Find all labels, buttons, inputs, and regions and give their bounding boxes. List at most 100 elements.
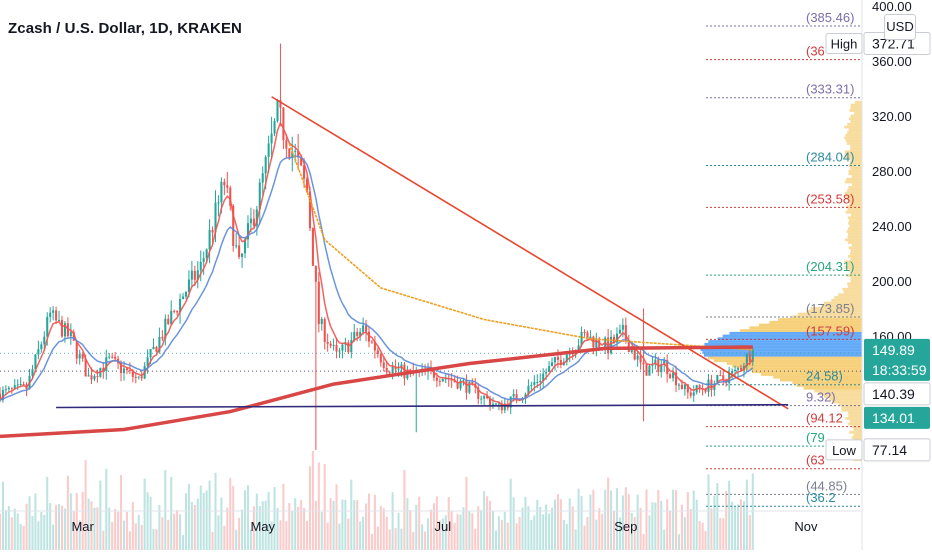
candle-body [58,319,61,321]
volume-bar [539,507,542,550]
candle-body [367,331,371,342]
profile-bin [700,348,862,352]
volume-bar [202,492,205,550]
candle-body [300,157,303,166]
profile-bin [845,210,862,214]
volume-bar [137,514,140,550]
volume-bar [246,485,250,550]
profile-bin [773,375,862,379]
candle-body [152,346,155,350]
volume-bar [60,505,64,550]
candle-body [75,340,78,359]
profile-bin [851,243,862,247]
candle-body [146,357,149,366]
profile-bin [849,252,862,255]
volume-bar [692,490,695,550]
ema_blue-line [0,155,754,401]
volume-bar [551,507,554,550]
profile-bin [831,298,862,302]
volume-bar [530,519,533,550]
profile-bin [848,117,862,121]
candle-body [648,365,651,376]
volume-bar [704,530,707,550]
volume-bar [170,476,173,550]
volume-bar [562,519,565,550]
candle-body [689,392,692,396]
candle-body [610,336,613,354]
volume-bar [181,535,185,550]
profile-bin [847,122,862,126]
time-axis[interactable]: Mar May Jul Sep Nov [0,510,862,534]
volume-bar [134,523,137,550]
profile-bin [841,406,862,409]
candle-body [677,384,681,386]
volume-bar [624,487,627,550]
volume-bar [486,496,489,550]
candle-body [285,140,288,149]
candle-body [202,258,205,262]
volume-bar [518,516,521,550]
profile-bin [848,219,862,222]
volume-bar [63,508,66,550]
volume-bar [669,511,672,550]
volume-bar [742,501,745,550]
volume-bar [415,504,418,550]
candle-body [308,191,311,229]
candle-body [639,355,642,363]
volume-bar [344,499,347,550]
candle-body [161,336,164,339]
volume-bar [102,530,105,550]
candle-body [40,344,43,350]
candle-body [736,367,740,370]
candle-body [267,143,270,157]
volume-bar [607,477,610,550]
volume-bar [731,501,734,550]
price-axis[interactable]: 400.00360.00320.00280.00240.00200.00160.… [861,0,932,550]
candle-body [235,245,238,247]
profile-bin [722,334,862,338]
candle-body [181,296,185,300]
candle-body [232,205,235,247]
candle-body [34,354,37,370]
fib-level-label: 24.58) [806,369,843,384]
candle-body [486,396,489,399]
candle-body [680,384,683,390]
volume-bar [158,505,161,550]
volume-bar [347,518,350,550]
volume-bar [654,502,657,550]
profile-bin [853,428,862,431]
volume-bar [548,513,551,550]
profile-bin [717,337,862,341]
volume-bar [388,529,391,550]
volume-bar [288,503,291,550]
volume-bar [728,480,731,550]
profile-bin [838,293,862,297]
volume-bar [205,490,208,550]
volume-bar [229,478,232,550]
candle-body [190,270,193,280]
volume-bar [660,501,663,550]
profile-bin [850,106,862,110]
volume-bar [13,508,16,550]
profile-bin [848,227,862,231]
volume-bar [149,496,152,550]
volume-bar [220,497,223,550]
volume-bar [193,505,196,550]
candle-body [19,383,22,385]
profile-bin [845,133,862,137]
profile-bin [848,172,862,176]
candle-body [559,360,562,366]
profile-bin [739,367,862,371]
candle-body [291,151,294,159]
candle-body [624,325,627,341]
volume-bar [140,524,143,550]
currency-button[interactable]: USD [884,14,916,40]
profile-bin [847,131,862,134]
candle-body [96,375,99,377]
candle-body [128,370,131,372]
candle-body [618,329,621,334]
volume-bar [323,463,326,550]
volume-bar [719,518,722,550]
